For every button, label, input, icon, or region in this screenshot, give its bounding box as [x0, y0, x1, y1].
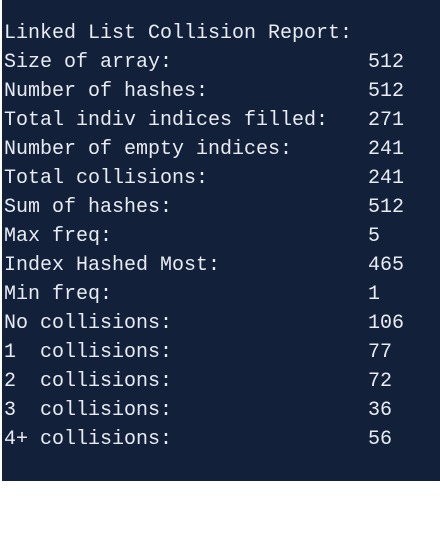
row-label: Index Hashed Most:	[4, 254, 221, 277]
row-value: 512	[368, 80, 405, 103]
row-total-indices-filled: Total indiv indices filled: 271	[4, 106, 440, 135]
row-4plus-collisions: 4+ collisions: 56	[4, 425, 440, 454]
report-title-text: Linked List Collision Report:	[4, 22, 353, 45]
row-value: 1	[368, 283, 381, 306]
row-empty-indices: Number of empty indices: 241	[4, 135, 440, 164]
report-title: Linked List Collision Report:	[4, 19, 440, 48]
row-number-of-hashes: Number of hashes: 512	[4, 77, 440, 106]
row-size-of-array: Size of array: 512	[4, 48, 440, 77]
row-total-collisions: Total collisions: 241	[4, 164, 440, 193]
row-value: 241	[368, 167, 405, 190]
row-value: 56	[368, 428, 393, 451]
row-value: 72	[368, 370, 393, 393]
row-sum-of-hashes: Sum of hashes: 512	[4, 193, 440, 222]
row-2-collisions: 2 collisions: 72	[4, 367, 440, 396]
row-index-hashed-most: Index Hashed Most: 465	[4, 251, 440, 280]
row-value: 241	[368, 138, 405, 161]
row-max-freq: Max freq: 5	[4, 222, 440, 251]
row-min-freq: Min freq: 1	[4, 280, 440, 309]
row-3-collisions: 3 collisions: 36	[4, 396, 440, 425]
row-label: Sum of hashes:	[4, 196, 173, 219]
row-1-collisions: 1 collisions: 77	[4, 338, 440, 367]
row-value: 106	[368, 312, 405, 335]
row-label: 3 collisions:	[4, 399, 173, 422]
terminal-output: Linked List Collision Report: Size of ar…	[2, 0, 440, 481]
row-value: 271	[368, 109, 405, 132]
row-value: 465	[368, 254, 405, 277]
row-value: 36	[368, 399, 393, 422]
row-no-collisions: No collisions: 106	[4, 309, 440, 338]
row-label: 4+ collisions:	[4, 428, 173, 451]
row-value: 77	[368, 341, 393, 364]
row-label: Total indiv indices filled:	[4, 109, 329, 132]
row-label: Size of array:	[4, 51, 173, 74]
row-label: 1 collisions:	[4, 341, 173, 364]
row-label: No collisions:	[4, 312, 173, 335]
row-label: 2 collisions:	[4, 370, 173, 393]
row-value: 512	[368, 51, 405, 74]
row-value: 5	[368, 225, 381, 248]
row-label: Max freq:	[4, 225, 113, 248]
row-label: Total collisions:	[4, 167, 209, 190]
row-value: 512	[368, 196, 405, 219]
row-label: Number of hashes:	[4, 80, 209, 103]
row-label: Min freq:	[4, 283, 113, 306]
row-label: Number of empty indices:	[4, 138, 293, 161]
